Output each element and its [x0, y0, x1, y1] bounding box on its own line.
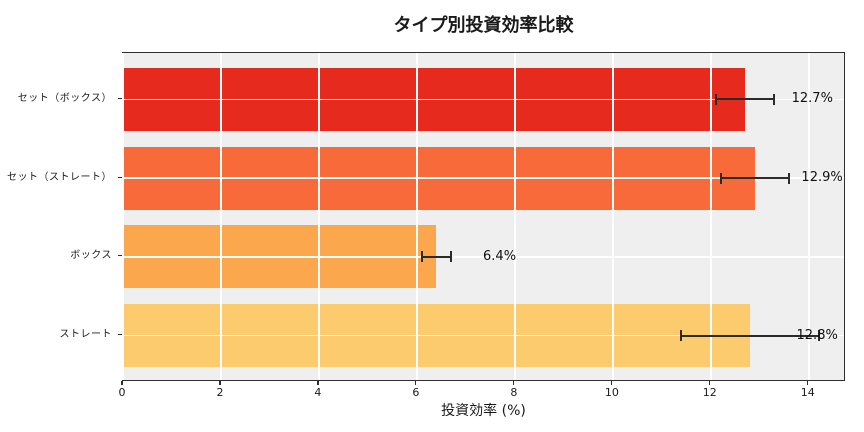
- y-tick-label: セット（ボックス）: [17, 92, 112, 104]
- gridline-horizontal: [123, 177, 844, 179]
- x-axis-label: 投資効率 (%): [441, 403, 526, 419]
- error-bar-cap: [680, 330, 683, 342]
- gridline-vertical: [710, 53, 712, 380]
- x-tick-label: 10: [604, 386, 619, 399]
- error-bar-cap: [719, 172, 722, 184]
- gridline-vertical: [808, 53, 810, 380]
- x-tick-mark: [317, 381, 319, 385]
- error-bar: [681, 334, 819, 337]
- y-tick-mark: [118, 255, 122, 257]
- gridline-horizontal: [123, 334, 844, 337]
- gridline-horizontal: [123, 256, 844, 258]
- error-bar-cap: [773, 93, 776, 105]
- x-tick-mark: [121, 381, 123, 385]
- error-bar-cap: [788, 172, 791, 184]
- y-tick-label: ボックス: [70, 250, 112, 262]
- value-label: 12.7%: [791, 91, 833, 107]
- chart-title: タイプ別投資効率比較: [393, 15, 574, 36]
- y-tick-mark: [118, 176, 122, 178]
- gridline-horizontal: [123, 98, 844, 101]
- value-label: 12.8%: [796, 327, 838, 343]
- error-bar-cap: [450, 251, 453, 263]
- gridline-vertical: [514, 53, 516, 380]
- x-tick-label: 8: [510, 386, 518, 399]
- y-tick-mark: [118, 97, 122, 100]
- x-tick-label: 4: [314, 386, 322, 399]
- y-tick-mark: [118, 333, 122, 336]
- error-bar: [715, 98, 775, 101]
- x-tick-mark: [513, 381, 515, 385]
- plot-area: 12.7% 12.9% 6.4% 12.8%: [122, 52, 845, 381]
- x-tick-mark: [709, 381, 711, 385]
- error-bar: [720, 177, 790, 180]
- x-tick-mark: [611, 381, 613, 385]
- gridline-vertical: [612, 53, 614, 380]
- x-tick-label: 12: [702, 386, 717, 399]
- gridline-vertical: [318, 53, 320, 380]
- x-tick-mark: [415, 381, 417, 385]
- error-bar-cap: [420, 251, 423, 263]
- x-tick-label: 2: [216, 386, 224, 399]
- x-tick-label: 0: [118, 386, 126, 399]
- x-tick-mark: [807, 381, 809, 385]
- error-bar: [421, 255, 452, 258]
- x-tick-label: 6: [412, 386, 420, 399]
- value-label: 6.4%: [483, 248, 517, 264]
- y-tick-label: ストレート: [59, 329, 112, 341]
- error-bar-cap: [817, 330, 820, 342]
- y-tick-label: セット（ストレート）: [7, 171, 112, 183]
- gridline-vertical: [220, 53, 222, 380]
- x-tick-mark: [219, 381, 221, 385]
- error-bar-cap: [714, 93, 717, 105]
- gridline-vertical: [122, 53, 124, 380]
- x-tick-label: 14: [800, 386, 815, 399]
- gridline-vertical: [416, 53, 418, 380]
- value-label: 12.9%: [801, 170, 843, 186]
